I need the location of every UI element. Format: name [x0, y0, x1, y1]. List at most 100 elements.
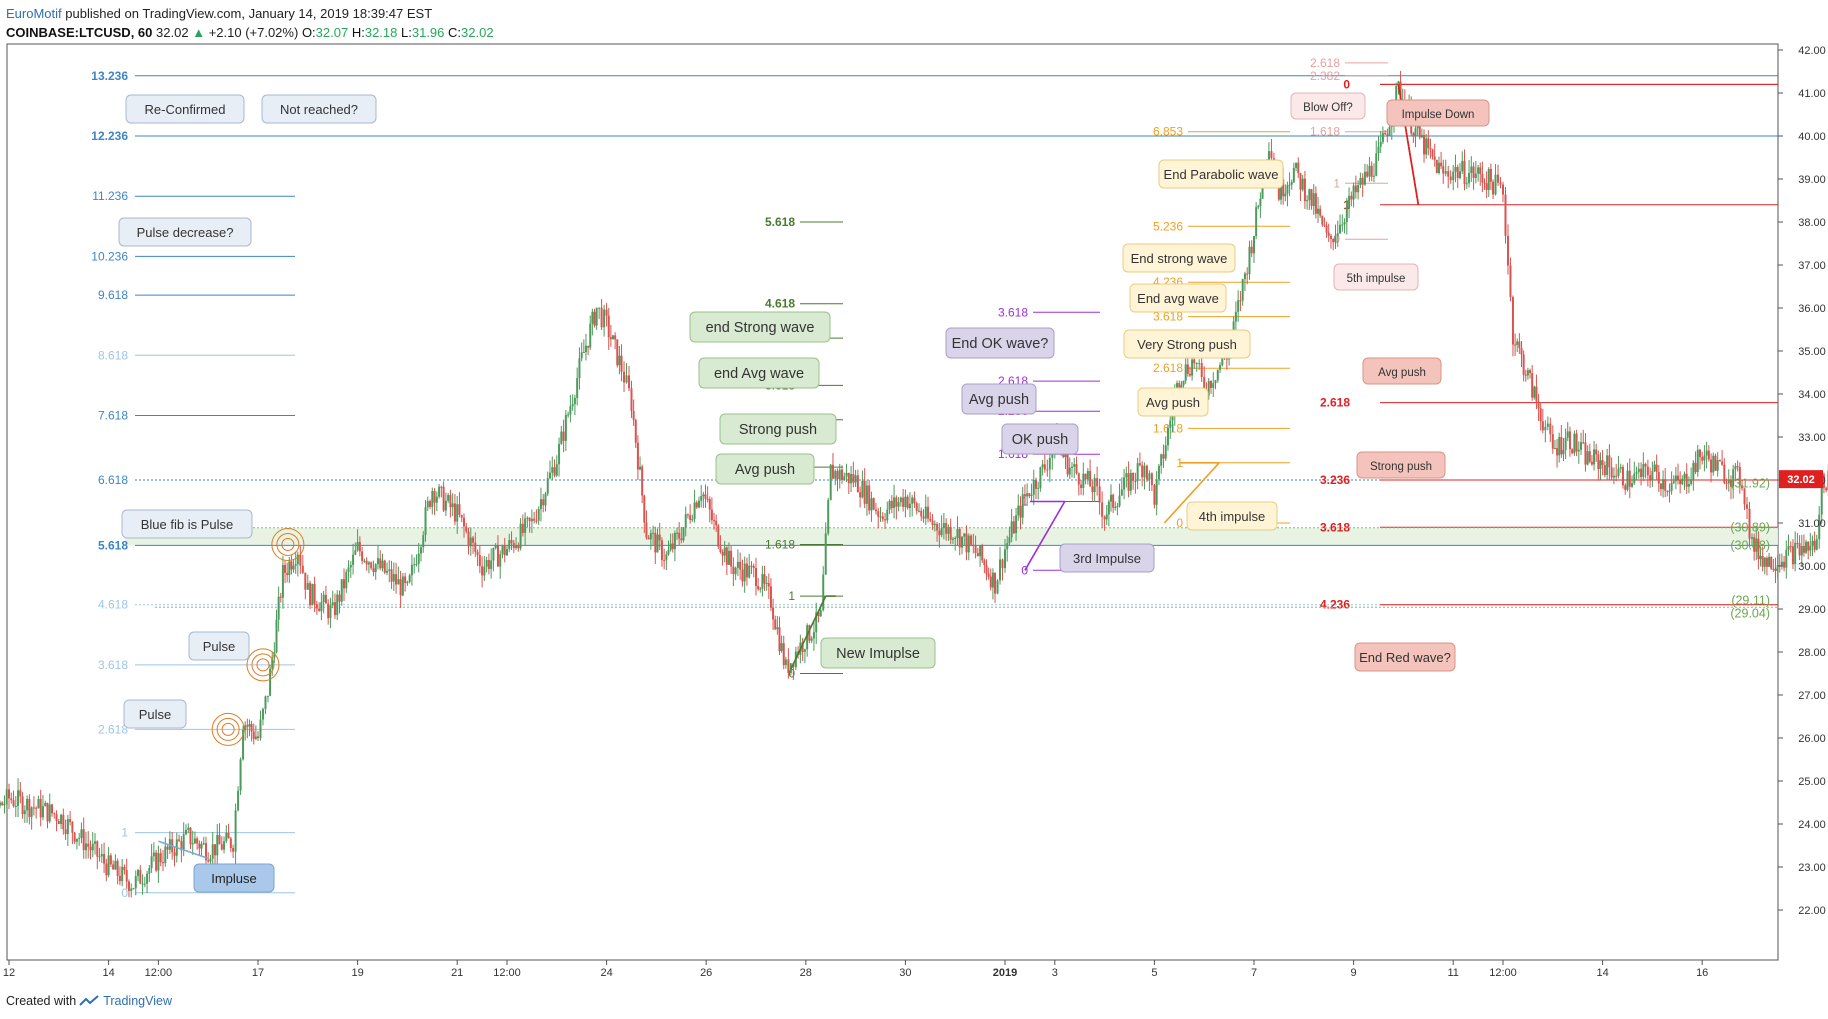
annotation-callout[interactable]	[1001, 423, 1079, 455]
annotation-callout[interactable]	[1158, 159, 1284, 189]
candle-body	[1465, 183, 1468, 185]
open-label: O:	[301, 25, 316, 40]
annotation-callout[interactable]	[118, 217, 252, 247]
candle-body	[250, 724, 253, 732]
candle-body	[383, 560, 386, 573]
annotation-callout[interactable]	[123, 699, 187, 729]
candle-body	[595, 307, 598, 326]
y-tick-label: 41.00	[1798, 88, 1826, 100]
candle-body	[838, 469, 841, 480]
annotation-callout[interactable]	[1290, 92, 1366, 120]
x-tick-label: 12:00	[145, 967, 173, 979]
candle-body	[1437, 162, 1440, 174]
candle-body	[1270, 151, 1273, 159]
candle-body	[904, 496, 907, 507]
candle-body	[1384, 133, 1387, 135]
annotation-callout[interactable]	[820, 637, 936, 669]
candle-body	[1468, 172, 1471, 184]
annotation-text: Avg push	[1146, 395, 1200, 410]
y-tick-label: 34.00	[1798, 389, 1826, 401]
candle-body	[689, 515, 692, 521]
candle-body	[447, 495, 450, 501]
candle-body	[549, 472, 552, 479]
tradingview-link[interactable]: TradingView	[103, 994, 172, 1008]
annotation-callout[interactable]	[1362, 357, 1442, 385]
candle-body	[761, 574, 764, 589]
annotation-text: Pulse decrease?	[137, 225, 234, 240]
candle-body	[449, 495, 452, 508]
annotation-callout[interactable]	[121, 509, 253, 539]
annotation-callout[interactable]	[1186, 501, 1278, 531]
price-change: +2.10 (+7.02%)	[208, 25, 299, 40]
candle-body	[248, 724, 251, 727]
candle-body	[1286, 185, 1289, 194]
annotation-callout[interactable]	[1354, 642, 1456, 672]
candle-body	[257, 736, 259, 739]
annotation-callout[interactable]	[193, 863, 275, 893]
pulse-circle-icon	[256, 658, 270, 672]
candle-body	[220, 844, 223, 850]
candle-body	[1295, 162, 1298, 168]
annotation-callout[interactable]	[1129, 283, 1227, 313]
trend-line	[1024, 501, 1066, 571]
candle-body	[706, 498, 709, 500]
candle-body	[598, 307, 601, 309]
candle-body	[1454, 166, 1457, 172]
symbol-name[interactable]: COINBASE:LTCUSD, 60	[6, 25, 153, 40]
candle-body	[589, 323, 592, 348]
x-tick-label: 7	[1251, 967, 1257, 979]
annotation-callout[interactable]	[1356, 451, 1446, 479]
annotation-text: Strong push	[739, 422, 817, 438]
candle-body	[433, 491, 436, 503]
chart-header: EuroMotif published on TradingView.com, …	[6, 4, 494, 42]
candle-body	[652, 532, 655, 534]
candle-body	[458, 504, 461, 515]
candle-body	[567, 414, 570, 416]
candle-body	[1649, 475, 1652, 480]
y-tick-label: 40.00	[1798, 131, 1826, 143]
annotation-callout[interactable]	[125, 94, 245, 124]
candle-body	[1198, 363, 1201, 365]
annotation-callout[interactable]	[715, 453, 815, 485]
candle-body	[829, 464, 832, 501]
candle-body	[1160, 454, 1163, 466]
candle-body	[1280, 179, 1283, 200]
candle-body	[96, 841, 99, 857]
annotation-callout[interactable]	[1122, 243, 1236, 273]
candle-body	[1481, 173, 1484, 183]
candle-body	[1499, 182, 1502, 185]
candle-body	[736, 561, 739, 568]
annotation-callout[interactable]	[1333, 263, 1419, 291]
annotation-callout[interactable]	[261, 94, 377, 124]
fib-level-label: 5.618	[98, 538, 128, 552]
annotation-callout[interactable]	[1386, 99, 1490, 127]
candle-body	[526, 517, 529, 519]
candle-body	[1479, 167, 1482, 174]
annotation-callout[interactable]	[719, 413, 837, 445]
annotation-callout[interactable]	[689, 311, 831, 343]
candle-body	[1741, 485, 1744, 489]
candle-body	[141, 883, 144, 885]
candle-body	[313, 583, 316, 605]
candle-body	[1619, 467, 1622, 469]
candle-body	[284, 564, 287, 573]
annotation-callout[interactable]	[1059, 543, 1155, 573]
annotation-callout[interactable]	[961, 383, 1037, 415]
annotation-callout[interactable]	[698, 357, 820, 389]
candle-body	[271, 657, 274, 669]
candle-body	[732, 566, 735, 575]
candle-body	[972, 544, 975, 546]
annotation-callout[interactable]	[1137, 387, 1209, 417]
x-tick-label: 21	[451, 967, 463, 979]
candle-body	[1796, 542, 1799, 544]
annotation-callout[interactable]	[945, 327, 1055, 359]
annotation-callout[interactable]	[1123, 329, 1251, 359]
candle-body	[989, 576, 992, 588]
fib-level-label: 2.618	[1310, 56, 1340, 70]
candle-body	[647, 537, 650, 540]
up-arrow-icon: ▲	[192, 25, 206, 40]
pulse-circle-icon	[281, 538, 295, 551]
author-link[interactable]: EuroMotif	[6, 6, 62, 21]
annotation-callout[interactable]	[188, 631, 250, 661]
